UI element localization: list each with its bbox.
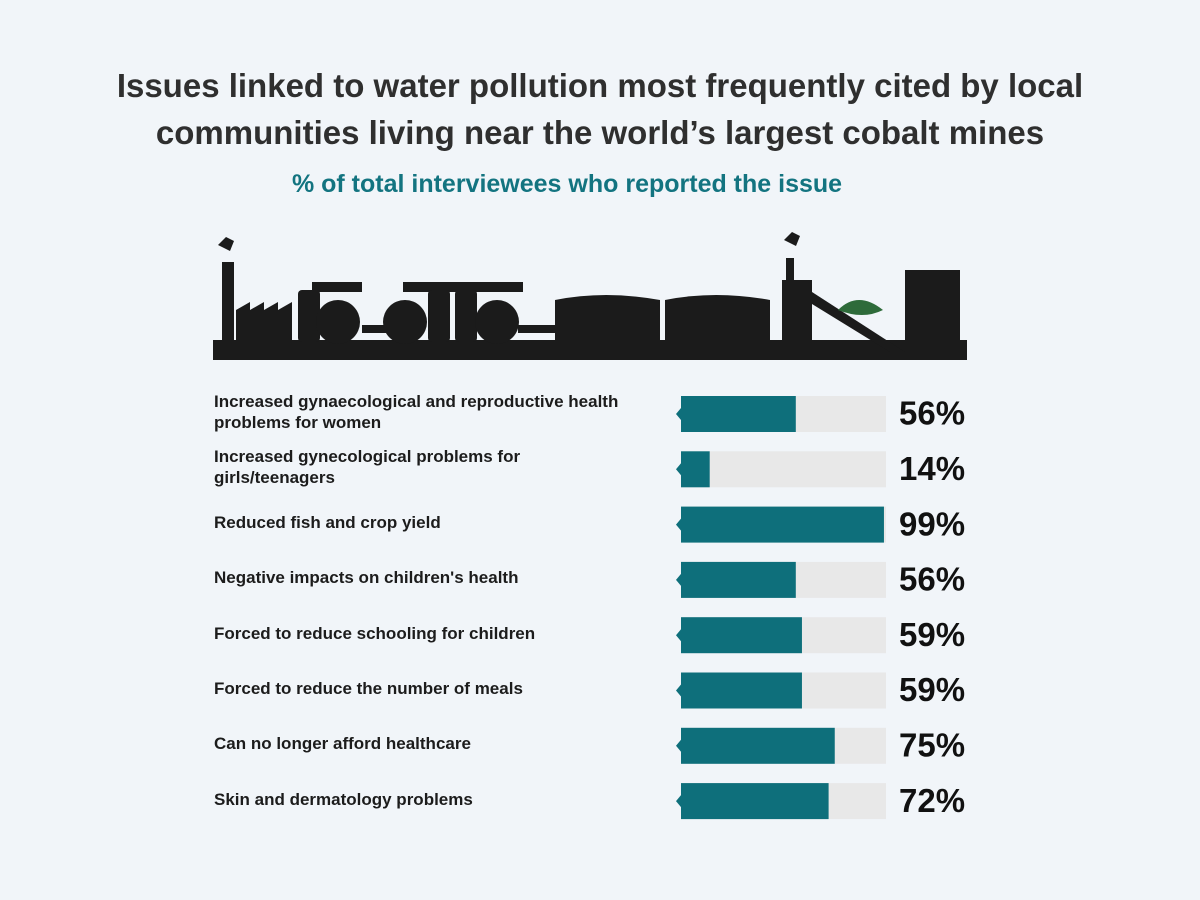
bar-notch: [676, 573, 681, 586]
category-label: Reduced fish and crop yield: [214, 513, 441, 533]
boiler: [383, 300, 427, 344]
bar: [681, 561, 796, 598]
bar-notch: [676, 684, 681, 697]
tank: [298, 290, 320, 342]
bar: [681, 396, 796, 432]
value-label: 56%: [899, 395, 965, 432]
tree: [838, 300, 883, 315]
pipe: [312, 282, 362, 292]
pipe: [362, 325, 392, 333]
pipe: [518, 325, 558, 333]
smoke: [218, 237, 234, 251]
category-label: Forced to reduce the number of meals: [214, 679, 523, 698]
category-label: Can no longer afford healthcare: [214, 734, 471, 754]
silo: [555, 295, 660, 342]
value-label: 14%: [899, 450, 965, 487]
smoke: [784, 232, 800, 246]
bar-notch: [676, 629, 681, 642]
boiler: [475, 300, 519, 344]
bar: [681, 727, 835, 764]
bar: [681, 451, 710, 488]
bar-track: [681, 451, 886, 488]
value-label: 56%: [899, 561, 965, 598]
boiler: [316, 300, 360, 344]
silo: [665, 295, 770, 342]
pipe: [403, 282, 523, 292]
skyline-base: [213, 340, 967, 360]
chart-subtitle: % of total interviewees who reported the…: [291, 170, 843, 198]
category-label: Forced to reduce schooling for children: [214, 623, 536, 643]
value-label: 72%: [899, 782, 965, 819]
bar-notch: [676, 739, 681, 752]
tower: [782, 280, 812, 342]
category-label: Increased gynaecological and reproductiv…: [214, 392, 619, 432]
tank: [455, 290, 477, 342]
bar: [681, 506, 884, 543]
bar-notch: [676, 795, 681, 808]
conveyor: [812, 292, 905, 352]
bar: [681, 672, 802, 709]
category-label: Increased gynecological problems for gir…: [214, 447, 521, 488]
tank: [428, 290, 450, 342]
bar-notch: [676, 408, 681, 420]
chart-title: Issues linked to water pollution most fr…: [116, 67, 1084, 151]
bar-notch: [676, 518, 681, 531]
value-label: 99%: [899, 505, 965, 542]
bar: [681, 783, 829, 820]
bar: [681, 617, 802, 654]
bar-notch: [676, 463, 681, 476]
chimney: [222, 262, 234, 342]
skyline-illustration: [213, 232, 967, 360]
value-label: 59%: [899, 616, 965, 653]
value-label: 59%: [899, 671, 965, 708]
chimney: [786, 258, 794, 283]
value-label: 75%: [899, 727, 965, 764]
category-label: Skin and dermatology problems: [214, 789, 473, 809]
category-label: Negative impacts on children's health: [214, 568, 519, 588]
factory: [236, 302, 292, 342]
building: [905, 270, 960, 342]
